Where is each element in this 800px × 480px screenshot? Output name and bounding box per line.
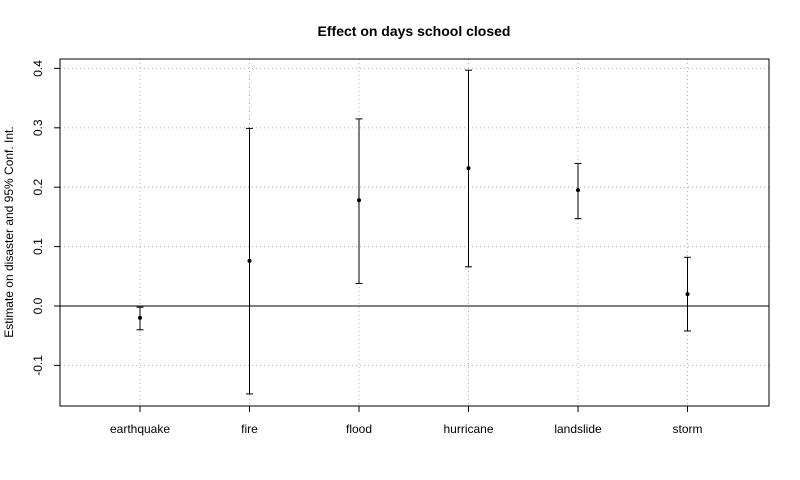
plot-frame: [59, 58, 770, 407]
y-tick-label: 0.0: [31, 297, 45, 314]
y-tick-label: -0.1: [31, 355, 45, 376]
x-tick-label: flood: [346, 422, 372, 436]
x-tick-label: earthquake: [110, 422, 170, 436]
y-tick-label: 0.2: [31, 179, 45, 196]
x-tick-label: landslide: [554, 422, 602, 436]
estimate-point: [466, 166, 471, 171]
x-axis: earthquake fire flood hurricane landslide sto…: [110, 406, 703, 436]
estimate-point: [685, 292, 690, 297]
y-tick-label: 0.1: [31, 238, 45, 255]
chart-title: Effect on days school closed: [318, 23, 511, 39]
estimate-point: [576, 188, 580, 193]
error-bars: [136, 69, 691, 395]
grid: [60, 59, 769, 406]
x-tick-label: storm: [673, 422, 703, 436]
y-axis-label: Estimate on disaster and 95% Conf. Int.: [2, 126, 16, 337]
x-tick-label: fire: [241, 422, 258, 436]
x-tick-label: hurricane: [443, 422, 493, 436]
y-axis: -0.1 0.0 0.1 0.2 0.3 0.4: [31, 60, 60, 376]
estimate-point: [138, 315, 142, 320]
estimate-point: [357, 198, 361, 203]
y-tick-label: 0.4: [31, 60, 45, 77]
estimate-point: [247, 258, 252, 263]
y-tick-label: 0.3: [31, 119, 45, 136]
